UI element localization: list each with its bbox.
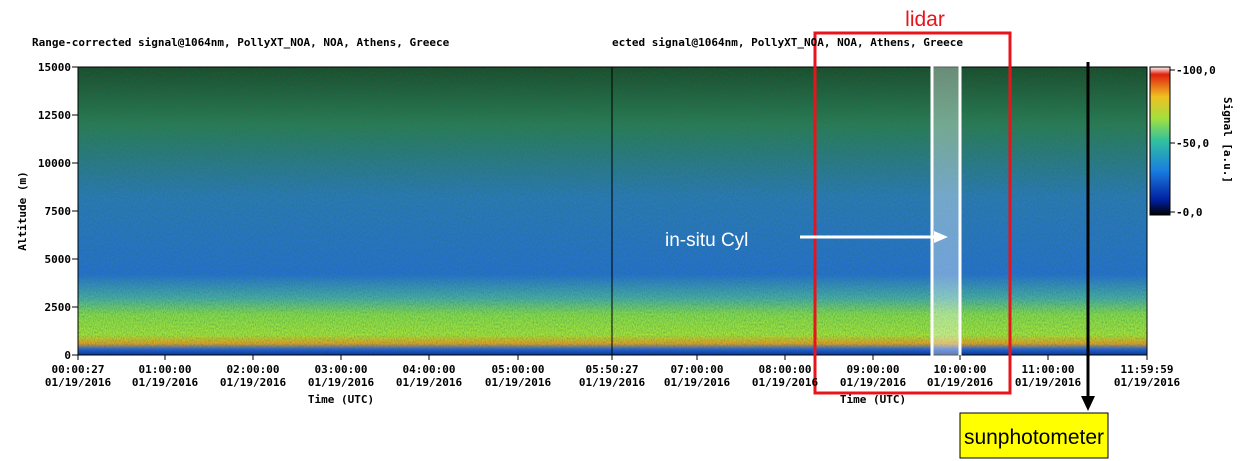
- x-axis-label: Time (UTC): [308, 393, 374, 406]
- x-tick-time: 02:00:00: [227, 363, 280, 376]
- lidar-label: lidar: [905, 8, 945, 31]
- x-tick-date: 01/19/2016: [132, 376, 199, 389]
- arrow-head: [1081, 396, 1095, 411]
- x-tick-time: 00:00:27: [52, 363, 105, 376]
- colorbar-label: Signal [a.u.]: [1221, 97, 1234, 183]
- colorbar-tick-label: -50,0: [1176, 137, 1209, 150]
- x-tick-time: 04:00:00: [403, 363, 456, 376]
- x-tick-time: 09:00:00: [847, 363, 900, 376]
- lidar-box: [813, 31, 1012, 395]
- x-tick-date: 01/19/2016: [45, 376, 112, 389]
- x-tick-date: 01/19/2016: [664, 376, 731, 389]
- y-tick-label: 7500: [45, 205, 72, 218]
- x-tick-date: 01/19/2016: [1015, 376, 1082, 389]
- x-tick-time: 08:00:00: [759, 363, 812, 376]
- arrow-head: [934, 231, 948, 243]
- in-situ-label: in-situ Cyl: [665, 230, 748, 251]
- colorbar: [1149, 66, 1171, 216]
- x-tick-time: 05:00:00: [492, 363, 545, 376]
- x-tick-date: 01/19/2016: [752, 376, 819, 389]
- x-tick-date: 01/19/2016: [308, 376, 375, 389]
- x-tick-time: 01:00:00: [139, 363, 192, 376]
- x-tick-time: 03:00:00: [315, 363, 368, 376]
- x-tick-date: 01/19/2016: [1114, 376, 1181, 389]
- y-tick-label: 0: [64, 349, 71, 362]
- y-tick-label: 10000: [38, 157, 71, 170]
- y-tick-label: 2500: [45, 301, 72, 314]
- x-tick-date: 01/19/2016: [396, 376, 463, 389]
- y-axis-label: Altitude (m): [16, 171, 29, 250]
- x-axis-label: Time (UTC): [840, 393, 906, 406]
- colorbar-tick-label: -0,0: [1176, 206, 1203, 219]
- x-tick-date: 01/19/2016: [927, 376, 994, 389]
- x-tick-date: 01/19/2016: [579, 376, 646, 389]
- x-tick-date: 01/19/2016: [485, 376, 552, 389]
- panel-title: ected signal@1064nm, PollyXT_NOA, NOA, A…: [612, 36, 963, 49]
- in-situ-box: [930, 63, 962, 359]
- sunphotometer-label: sunphotometer: [964, 426, 1104, 449]
- x-tick-time: 07:00:00: [671, 363, 724, 376]
- y-tick-label: 12500: [38, 109, 71, 122]
- y-tick-label: 15000: [38, 61, 71, 74]
- panel-title: Range-corrected signal@1064nm, PollyXT_N…: [32, 36, 450, 49]
- x-tick-date: 01/19/2016: [220, 376, 287, 389]
- x-tick-time: 05:50:27: [586, 363, 639, 376]
- x-tick-time: 10:00:00: [934, 363, 987, 376]
- colorbar-tick-label: -100,0: [1176, 64, 1216, 77]
- y-tick-label: 5000: [45, 253, 72, 266]
- x-tick-time: 11:59:59: [1121, 363, 1174, 376]
- x-tick-date: 01/19/2016: [840, 376, 907, 389]
- sunphotometer-box: [959, 412, 1109, 459]
- x-tick-time: 11:00:00: [1022, 363, 1075, 376]
